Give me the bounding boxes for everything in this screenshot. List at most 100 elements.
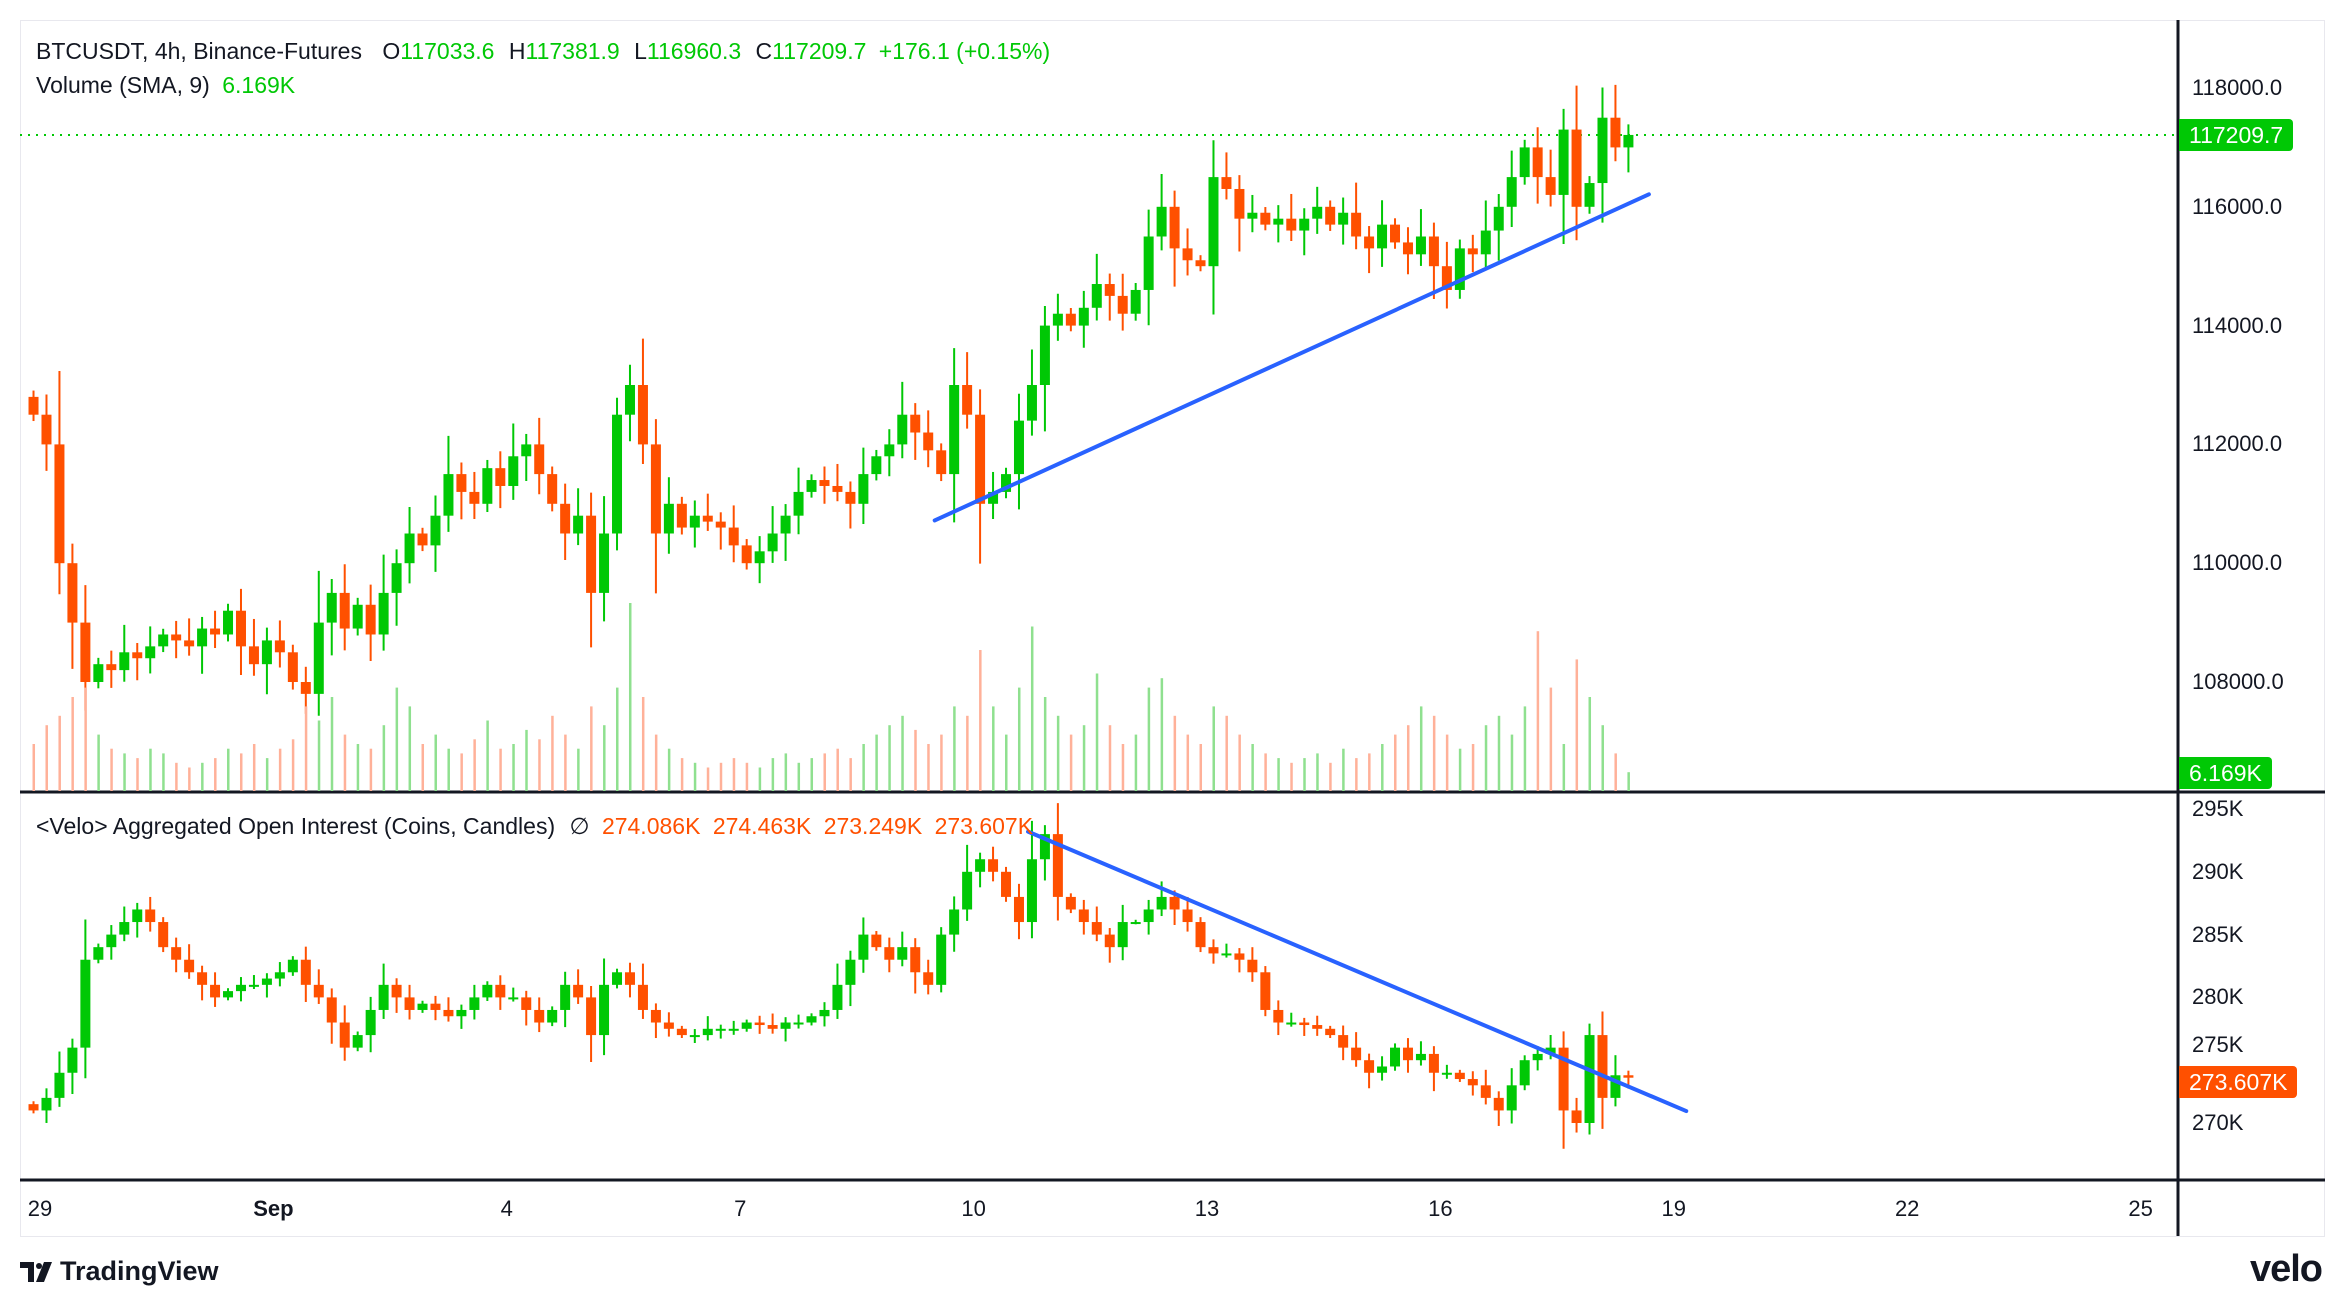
price-candle	[612, 414, 623, 534]
price-candle	[1519, 147, 1530, 178]
oi-candle	[1221, 953, 1232, 956]
oi-candle	[1441, 1072, 1452, 1075]
volume-bar	[1160, 678, 1164, 791]
price-candle	[1091, 284, 1102, 308]
oi-candle	[1156, 896, 1167, 910]
tradingview-logo-text: TradingView	[60, 1256, 219, 1286]
low-label: L	[634, 38, 647, 64]
tradingview-logo-icon	[20, 1261, 52, 1282]
tradingview-logo[interactable]: TradingView	[20, 1256, 219, 1287]
oi-candle	[663, 1022, 674, 1029]
oi-candle	[430, 1003, 441, 1010]
price-candle	[975, 414, 986, 504]
volume-bar	[447, 748, 450, 791]
time-axis-tick: 22	[1894, 1196, 1920, 1221]
oi-candle	[482, 984, 493, 998]
velo-logo[interactable]: velo	[2249, 1248, 2323, 1290]
volume-label[interactable]: Volume (SMA, 9)	[36, 72, 210, 98]
oi-candle	[1351, 1047, 1362, 1061]
price-candle	[430, 515, 441, 546]
price-candle	[923, 432, 934, 451]
oi-candle	[676, 1028, 687, 1036]
time-axis-tick: Sep	[253, 1196, 294, 1221]
oi-candle	[1130, 922, 1141, 925]
price-candle	[326, 592, 337, 623]
price-candle	[132, 652, 143, 659]
oi-candle	[1493, 1097, 1504, 1111]
volume-bar	[408, 706, 412, 791]
oi-candle	[326, 997, 337, 1023]
volume-bar	[265, 758, 269, 791]
price-candle	[223, 610, 234, 635]
price-trendline	[932, 192, 1651, 523]
hidden-eye-icon[interactable]: ∅	[569, 813, 590, 839]
price-candle	[197, 628, 208, 647]
symbol-label[interactable]: BTCUSDT, 4h, Binance-Futures	[36, 38, 362, 64]
volume-bar	[460, 753, 463, 791]
price-candle	[702, 515, 713, 522]
price-candle	[845, 491, 856, 504]
price-candle	[261, 640, 272, 665]
price-candle	[1299, 218, 1310, 231]
oi-candle	[1597, 1035, 1608, 1098]
volume-bar	[979, 650, 982, 791]
price-candle	[119, 652, 130, 671]
price-candle	[780, 515, 791, 534]
volume-bar	[356, 744, 360, 791]
oi-axis-tick: 275K	[2192, 1032, 2244, 1057]
price-candle	[274, 640, 285, 653]
price-candle	[1117, 295, 1128, 314]
price-candle	[1506, 177, 1517, 207]
price-candle	[1415, 236, 1426, 255]
volume-bar	[473, 739, 476, 791]
oi-candle	[378, 984, 389, 1010]
price-candle	[80, 622, 91, 682]
price-candle	[1377, 224, 1388, 249]
volume-bar	[1056, 715, 1060, 791]
price-candle	[313, 622, 324, 694]
volume-bar	[1212, 706, 1215, 791]
price-candle	[495, 468, 506, 486]
price-candle	[1610, 117, 1621, 148]
price-candle	[897, 414, 908, 445]
price-candle	[41, 414, 52, 445]
oi-candle	[1506, 1085, 1517, 1111]
volume-bar	[1342, 748, 1345, 791]
volume-bar	[628, 603, 632, 791]
oi-candle	[1013, 896, 1024, 923]
price-candle	[28, 396, 39, 415]
oi-title[interactable]: <Velo> Aggregated Open Interest (Coins, …	[36, 813, 556, 839]
volume-tag: 6.169K	[2179, 757, 2272, 789]
volume-bar	[1627, 772, 1630, 791]
price-candle	[1493, 206, 1504, 231]
price-candle	[248, 646, 259, 665]
oi-candle	[923, 972, 934, 985]
oi-candle	[1558, 1047, 1569, 1111]
volume-bar	[732, 758, 736, 791]
volume-bar	[849, 758, 852, 791]
volume-bar	[1549, 687, 1553, 791]
oi-candle	[261, 978, 272, 985]
price-candle	[988, 491, 999, 504]
price-candle	[534, 444, 545, 475]
oi-candle	[456, 1009, 467, 1017]
oi-candle	[1454, 1072, 1465, 1080]
price-candle	[1169, 206, 1180, 249]
oi-candle	[145, 909, 156, 923]
oi-high: 274.463K	[712, 813, 812, 839]
volume-bar	[1108, 725, 1112, 791]
price-candle	[106, 664, 117, 671]
volume-bar	[810, 758, 814, 791]
price-axis-tick: 110000.0	[2192, 550, 2283, 576]
price-candle	[54, 444, 65, 564]
volume-bar	[836, 748, 839, 791]
oi-candle	[780, 1022, 791, 1029]
price-candle	[93, 664, 104, 682]
price-candle	[573, 515, 584, 534]
price-legend: BTCUSDT, 4h, Binance-Futures O117033.6 H…	[36, 38, 1050, 65]
oi-candle	[1078, 909, 1089, 923]
oi-candle	[897, 947, 908, 960]
volume-bar	[1381, 744, 1384, 791]
oi-candle	[1415, 1053, 1426, 1061]
